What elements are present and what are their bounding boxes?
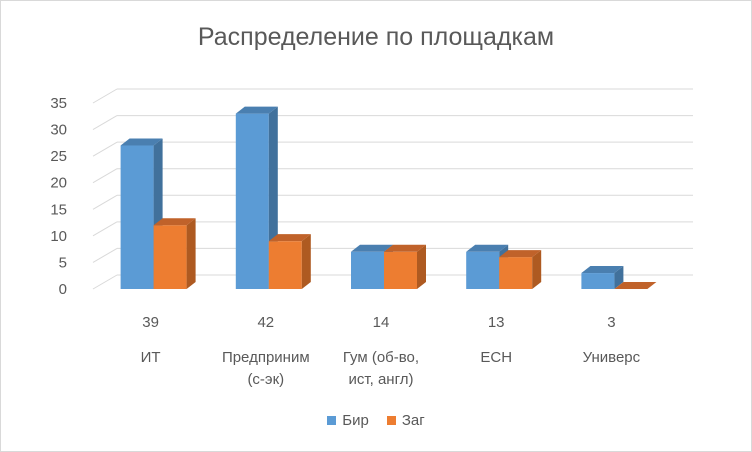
- bar-bir: [120, 145, 154, 289]
- bar-top-bir: [235, 106, 278, 114]
- legend-item-bir: Бир: [327, 412, 369, 429]
- bar-zag: [499, 257, 533, 289]
- category-value-label: 39: [142, 314, 159, 331]
- bar-top-zag: [268, 234, 311, 242]
- bar-top-bir: [466, 244, 509, 252]
- chart-legend: Бир Заг: [1, 412, 751, 429]
- legend-swatch-bir: [327, 416, 337, 425]
- bar-top-zag: [153, 218, 196, 226]
- bar-top-zag: [384, 244, 426, 252]
- category-label: ЕСН: [480, 349, 512, 366]
- category-value-label: 14: [373, 314, 390, 331]
- bar-top-zag: [499, 250, 542, 258]
- y-tick-label: 0: [59, 281, 67, 298]
- gridline-side: [92, 168, 118, 184]
- bar-side-zag: [301, 234, 311, 289]
- bar-top-bir: [351, 244, 393, 252]
- bar-top-zag: [614, 282, 657, 289]
- category-label: ИТ: [141, 349, 161, 366]
- bar-zag: [153, 225, 187, 289]
- gridline-side: [92, 141, 118, 157]
- legend-label-bir: Бир: [342, 412, 369, 429]
- gridline-side: [92, 194, 118, 210]
- bar-side-zag: [532, 250, 542, 289]
- gridline-side: [92, 115, 118, 131]
- y-tick-label: 10: [50, 228, 67, 245]
- y-tick-label: 20: [50, 175, 67, 192]
- legend-item-zag: Заг: [386, 412, 425, 429]
- y-tick-label: 35: [50, 95, 67, 112]
- y-tick-label: 25: [50, 148, 67, 165]
- legend-swatch-zag: [386, 416, 396, 425]
- gridline-side: [92, 88, 118, 104]
- y-tick-label: 30: [50, 122, 67, 139]
- category-label: ист, англ): [349, 371, 414, 388]
- category-value-label: 42: [257, 314, 274, 331]
- bar-top-bir: [581, 266, 624, 274]
- bar-bir: [351, 251, 384, 289]
- bar-side-zag: [186, 218, 196, 289]
- bar-bir: [581, 273, 615, 289]
- bar-top-bir: [120, 138, 163, 146]
- gridline-side: [92, 221, 118, 237]
- category-label: (с-эк): [247, 371, 284, 388]
- bar-bir: [466, 251, 500, 289]
- bar-side-bir: [614, 266, 624, 289]
- bar-zag: [268, 241, 302, 289]
- category-label: Предприним: [222, 349, 310, 366]
- bar-side-zag: [417, 244, 426, 289]
- legend-label-zag: Заг: [401, 412, 425, 429]
- category-value-label: 3: [607, 314, 615, 331]
- y-tick-label: 15: [50, 201, 67, 218]
- bar-zag: [384, 251, 417, 289]
- bar-bir: [235, 113, 269, 289]
- y-tick-label: 5: [59, 254, 67, 271]
- chart-title: Распределение по площадкам: [197, 23, 555, 51]
- category-value-label: 13: [488, 314, 505, 331]
- gridline-side: [92, 247, 118, 263]
- category-label: Универс: [583, 349, 641, 366]
- gridline-side: [92, 274, 118, 290]
- category-label: Гум (об-во,: [343, 349, 419, 366]
